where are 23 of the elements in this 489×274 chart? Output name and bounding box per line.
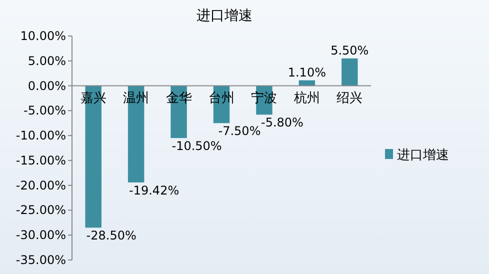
legend-label: 进口增速 xyxy=(397,148,449,163)
y-tick-label: -15.00% xyxy=(16,153,66,168)
bar xyxy=(298,80,316,86)
data-label: -19.42% xyxy=(129,183,180,198)
data-label: 1.10% xyxy=(288,65,326,80)
data-label: 5.50% xyxy=(330,43,369,58)
chart-title: 进口增速 xyxy=(196,8,252,24)
data-label: -28.50% xyxy=(86,228,136,243)
y-tick-label: -30.00% xyxy=(16,228,66,242)
x-tick-label: 绍兴 xyxy=(336,90,363,106)
y-tick-label: -35.00% xyxy=(16,253,66,267)
y-tick-label: -5.00% xyxy=(24,104,66,118)
y-tick-label: 10.00% xyxy=(20,29,66,43)
y-tick-label: 0.00% xyxy=(28,78,66,93)
bar xyxy=(342,58,358,86)
data-label: -7.50% xyxy=(218,124,261,138)
y-tick-label: -25.00% xyxy=(16,203,66,218)
data-label: -5.80% xyxy=(260,116,304,130)
y-tick-label: 5.00% xyxy=(28,54,66,68)
y-tick-label: -20.00% xyxy=(16,178,66,192)
y-tick-label: -10.00% xyxy=(16,128,66,143)
x-tick-label: 杭州 xyxy=(292,90,320,106)
data-label: -10.50% xyxy=(172,139,222,154)
